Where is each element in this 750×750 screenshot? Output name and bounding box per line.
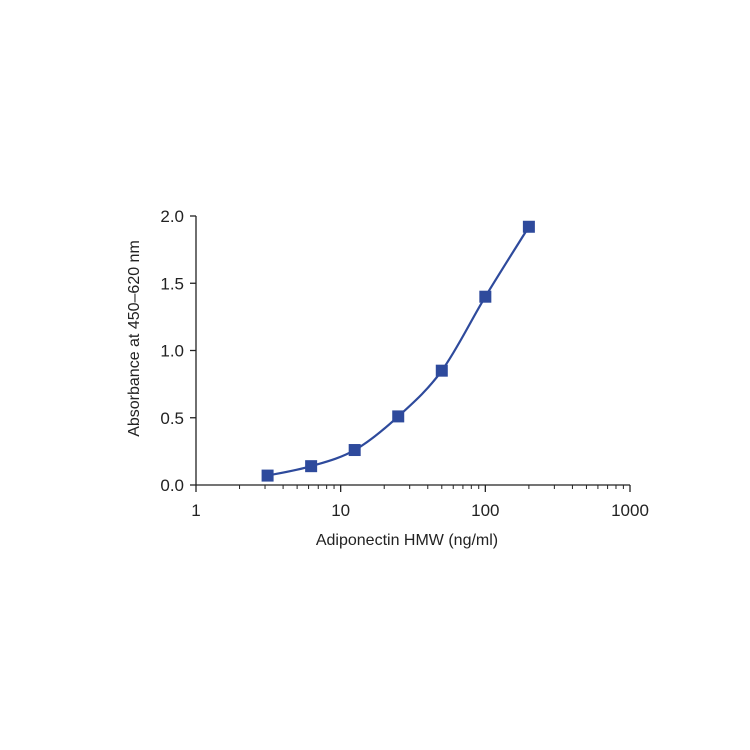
y-tick-label: 1.5 bbox=[160, 274, 184, 293]
x-tick-label: 100 bbox=[471, 501, 499, 520]
data-point bbox=[261, 469, 274, 482]
x-tick-label: 10 bbox=[331, 501, 350, 520]
data-point bbox=[348, 444, 361, 457]
x-tick-label: 1 bbox=[191, 501, 200, 520]
y-axis-ticks: 0.0 0.5 1.0 1.5 2.0 bbox=[160, 207, 196, 495]
axes bbox=[195, 216, 630, 486]
x-axis-ticks: 1 10 100 1000 bbox=[191, 485, 649, 520]
y-tick-label: 0.0 bbox=[160, 476, 184, 495]
y-tick-label: 0.5 bbox=[160, 409, 184, 428]
x-tick-label: 1000 bbox=[611, 501, 649, 520]
data-point bbox=[522, 220, 535, 233]
data-point bbox=[435, 364, 448, 377]
fit-lines bbox=[267, 226, 530, 477]
y-tick-label: 2.0 bbox=[160, 207, 184, 226]
x-axis-label: Adiponectin HMW (ng/ml) bbox=[316, 532, 498, 549]
data-point bbox=[479, 290, 492, 303]
data-point bbox=[392, 410, 405, 423]
y-tick-label: 1.0 bbox=[160, 342, 184, 361]
fit-curve bbox=[267, 226, 530, 477]
y-axis-label: Absorbance at 450–620 nm bbox=[126, 240, 143, 437]
data-points bbox=[261, 220, 535, 482]
data-point bbox=[305, 460, 318, 473]
